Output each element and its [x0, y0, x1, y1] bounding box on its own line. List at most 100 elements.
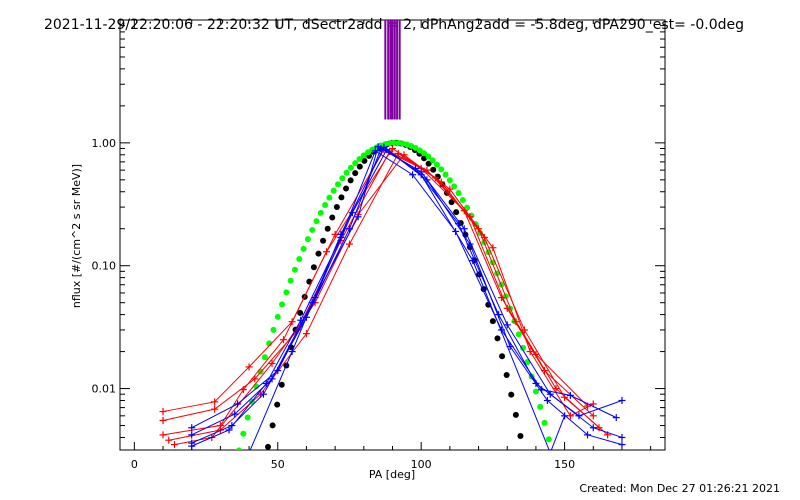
y-tick-label: 0.10 — [92, 260, 117, 273]
green-model-point — [317, 209, 324, 216]
green-model-point — [352, 160, 359, 167]
blue-1-line — [191, 145, 623, 436]
black-model-point — [324, 225, 331, 232]
red-3-marker — [280, 336, 287, 344]
blue-2-marker — [259, 390, 267, 398]
red-1-marker — [211, 398, 219, 406]
red-1-marker — [245, 363, 253, 371]
green-model-point — [515, 331, 522, 338]
green-model-point — [455, 189, 462, 196]
blue-4-marker — [618, 441, 626, 449]
axis-ticks: 0 50 100 150 0.01 0.10 1.00 — [92, 20, 665, 471]
blue-3-marker — [188, 442, 196, 450]
green-model-point — [236, 447, 243, 450]
red-4-marker — [561, 393, 569, 401]
blue-2-marker — [228, 422, 236, 430]
red-4-line — [168, 152, 608, 441]
red-5-marker — [400, 151, 408, 159]
red-2-marker — [159, 416, 167, 424]
black-model-point — [499, 353, 506, 360]
black-model-point — [522, 455, 528, 461]
green-model-point — [322, 202, 329, 209]
green-model-point — [541, 419, 548, 426]
green-model-point — [326, 194, 333, 201]
blue-3-marker — [371, 147, 379, 155]
black-model-point — [278, 381, 285, 388]
blue-2-marker — [345, 225, 353, 233]
black-model-point — [517, 433, 524, 440]
red-4-marker — [437, 178, 445, 186]
black-model-point — [333, 204, 340, 211]
blue-4-marker — [466, 240, 474, 248]
blue-5-marker — [469, 257, 477, 265]
blue-1-marker — [618, 396, 626, 404]
red-2-line — [162, 150, 594, 421]
green-model-point — [261, 354, 268, 361]
green-model-point — [313, 218, 320, 225]
green-model-point — [446, 177, 453, 184]
red-4-marker — [345, 240, 353, 248]
blue-4-marker — [274, 367, 282, 375]
green-model-point — [433, 161, 440, 168]
black-model-point — [494, 335, 501, 342]
blue-5-marker — [417, 171, 425, 179]
y-axis-label: nflux [#/(cm^2 s sr MeV)] — [70, 164, 83, 308]
green-model-point — [274, 313, 281, 320]
black-model-point — [274, 401, 281, 408]
black-model-point — [453, 209, 460, 216]
green-model-point — [287, 277, 294, 284]
green-model-point — [442, 171, 449, 178]
red-5-marker — [268, 359, 276, 367]
blue-4-marker — [543, 396, 551, 404]
green-model-point — [425, 153, 432, 160]
black-model-point — [343, 185, 350, 192]
green-model-point — [347, 164, 354, 171]
red-2-marker — [211, 405, 219, 413]
green-model-point — [429, 157, 436, 164]
red-1-line — [162, 149, 588, 413]
green-model-point — [279, 301, 286, 308]
black-model-point — [315, 250, 322, 257]
x-tick-label: 150 — [554, 458, 575, 471]
blue-3-marker — [225, 426, 233, 434]
green-model-point — [438, 166, 445, 173]
red-3-marker — [239, 386, 247, 394]
green-model-point — [330, 187, 337, 194]
black-model-point — [310, 264, 317, 271]
green-model-point — [309, 226, 316, 233]
red-5-marker — [171, 441, 178, 449]
red-4-marker — [394, 149, 402, 157]
green-model-point — [520, 344, 527, 351]
red-2-marker — [589, 412, 597, 420]
red-3-marker — [512, 318, 520, 326]
green-model-point — [532, 388, 539, 395]
blue-2-marker — [589, 424, 597, 432]
black-model-point — [320, 237, 327, 244]
black-model-point — [430, 166, 437, 173]
green-model-point — [356, 156, 363, 163]
black-model-point — [265, 443, 272, 450]
green-model-point — [343, 169, 350, 176]
blue-2-marker — [460, 225, 468, 233]
black-model-point — [489, 318, 496, 325]
blue-1-marker — [575, 412, 583, 420]
green-model-point — [360, 152, 367, 159]
green-model-point — [339, 175, 346, 182]
green-model-point — [300, 245, 307, 252]
green-model-point — [386, 140, 393, 147]
black-model-point — [338, 194, 345, 201]
model-curves — [236, 139, 552, 461]
red-4-marker — [302, 330, 310, 338]
green-model-point — [416, 147, 423, 154]
black-model-point — [329, 214, 336, 221]
green-model-point — [459, 197, 466, 204]
black-model-point — [347, 177, 354, 184]
blue-3-marker — [409, 171, 417, 179]
x-axis-label: PA [deg] — [369, 468, 415, 481]
green-model-point — [291, 266, 298, 273]
green-model-point — [335, 181, 341, 188]
red-5-marker — [526, 348, 534, 356]
green-model-point — [304, 236, 311, 243]
blue-3-marker — [262, 379, 270, 387]
